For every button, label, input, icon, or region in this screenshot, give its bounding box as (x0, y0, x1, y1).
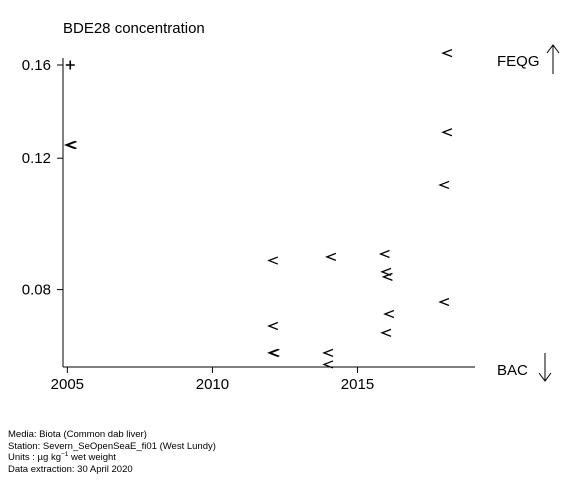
footer-notes: Media: Biota (Common dab liver) Station:… (8, 429, 216, 475)
data-point-below-detection (380, 267, 392, 276)
x-tick-label: 2005 (51, 376, 84, 393)
data-point-below-detection (441, 48, 453, 58)
data-point-below-detection (268, 348, 280, 358)
footer-extraction: Data extraction: 30 April 2020 (8, 463, 133, 475)
x-tick-label: 2015 (341, 376, 374, 393)
data-point-detected (65, 60, 75, 70)
data-point-below-detection (267, 321, 279, 331)
footer-units: Units : µg kg−1 wet weight (8, 451, 216, 464)
x-axis: 2005 2010 2015 (51, 366, 475, 393)
arrow-down-icon (538, 353, 552, 382)
y-ticks: 0.08 0.12 0.16 (22, 57, 63, 299)
y-tick-label: 0.12 (22, 150, 51, 167)
footer-media: Media: Biota (Common dab liver) (8, 429, 147, 440)
reference-label-bac: BAC (497, 362, 528, 379)
data-point-below-detection (383, 309, 395, 319)
x-ticks: 2005 2010 2015 (51, 367, 374, 393)
data-point-below-detection (325, 252, 337, 261)
data-point-below-detection (438, 297, 450, 307)
reference-bac: BAC (497, 353, 552, 382)
footer-units-suffix: wet weight (68, 452, 116, 463)
x-tick-label: 2010 (196, 376, 229, 393)
data-point-below-detection (378, 249, 390, 259)
y-axis: 0.08 0.12 0.16 (22, 57, 64, 367)
arrow-up-icon (546, 44, 560, 74)
y-tick-label: 0.08 (22, 282, 51, 299)
chart-title: BDE28 concentration (63, 20, 205, 37)
reference-label-feqg: FEQG (497, 53, 540, 70)
data-points (63, 48, 453, 369)
reference-feqg: FEQG (497, 44, 560, 74)
footer-station: Station: Severn_SeOpenSeaE_fi01 (West Lu… (8, 440, 216, 452)
data-point-below-detection (322, 360, 334, 369)
footer-units-exponent: −1 (61, 451, 69, 458)
footer-units-prefix: Units : µg kg (8, 452, 61, 463)
y-tick-label: 0.16 (22, 57, 51, 74)
data-point-below-detection (381, 272, 393, 281)
data-point-below-detection (380, 328, 392, 337)
data-point-below-detection (322, 348, 334, 358)
data-point-below-detection (438, 180, 450, 190)
data-point-below-detection (65, 140, 77, 150)
data-point-below-detection (267, 256, 279, 265)
data-point-below-detection (441, 128, 453, 137)
